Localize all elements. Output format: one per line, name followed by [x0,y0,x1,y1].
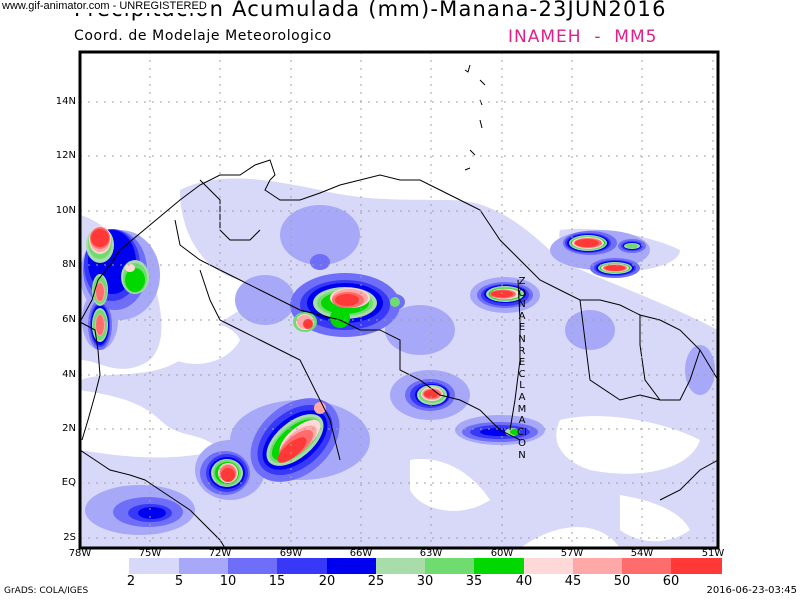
precip-fields [80,52,718,548]
legend-swatch [524,558,573,574]
lon-label: 69W [279,548,303,559]
legend-label: 30 [416,574,434,589]
map-frame [78,50,720,550]
lon-label: 78W [68,548,92,559]
lon-label: 57W [560,548,584,559]
legend-label: 45 [564,574,582,589]
legend-label: 40 [515,574,533,589]
lat-label: 12N [55,150,76,161]
legend-label: 20 [318,574,336,589]
legend-swatch [425,558,474,574]
lat-label: 10N [55,205,76,216]
disputed-zone-label: ZONA EN RECLAMACION [517,276,527,461]
chart-title: Precipitacion Acumulada (mm)-Manana-23JU… [74,0,667,21]
legend-swatch [129,558,179,574]
lat-label: 6N [62,314,76,325]
lat-label: 4N [62,369,76,380]
legend-swatch [277,558,327,574]
legend-label: 2 [126,574,136,589]
legend-swatch [474,558,524,574]
chart-subtitle: Coord. de Modelaje Meteorologico [74,28,332,44]
lon-label: 72W [208,548,232,559]
legend-label: 50 [613,574,631,589]
legend-swatch [622,558,671,574]
render-timestamp: 2016-06-23-03:45 [706,585,797,596]
legend-label: 10 [219,574,237,589]
lon-label: 51W [701,548,725,559]
grads-credit: GrADS: COLA/IGES [4,586,89,596]
legend-label: 5 [174,574,184,589]
legend-label: 25 [367,574,385,589]
lat-label: 14N [55,96,76,107]
legend-swatch [671,558,722,574]
legend-label: 15 [268,574,286,589]
legend-swatch [228,558,277,574]
lon-label: 75W [138,548,162,559]
lon-label: 54W [630,548,654,559]
legend-swatch [573,558,622,574]
legend-swatch [327,558,376,574]
lat-label: 8N [62,259,76,270]
legend-swatch [179,558,228,574]
lat-label: 2S [63,532,76,543]
lon-label: 63W [419,548,443,559]
watermark: www.gif-animator.com - UNREGISTERED [0,0,209,13]
legend-label: 35 [465,574,483,589]
lat-label: 2N [62,423,76,434]
lon-label: 60W [490,548,514,559]
lon-label: 66W [349,548,373,559]
organization-label: INAMEH - MM5 [508,27,658,47]
lat-label: EQ [61,477,76,488]
graticule [80,52,718,548]
legend-labels: 2 5 10 15 20 25 30 35 40 45 50 60 [0,574,800,590]
color-legend [129,558,722,574]
legend-label: 60 [662,574,680,589]
legend-swatch [376,558,425,574]
